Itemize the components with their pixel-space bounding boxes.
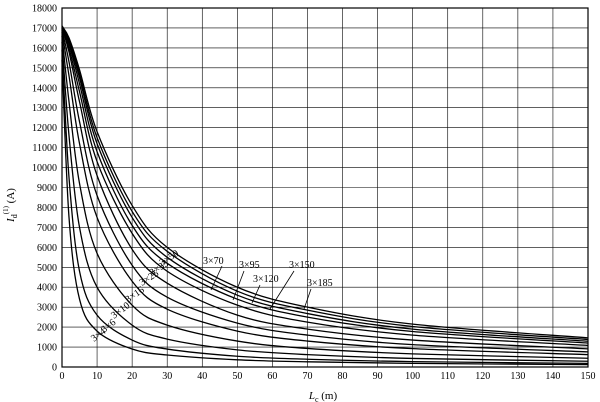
y-tick-label: 4000 bbox=[37, 283, 57, 294]
series-leader-line bbox=[232, 270, 245, 301]
x-tick-label: 80 bbox=[338, 371, 348, 382]
x-tick-label: 130 bbox=[510, 371, 525, 382]
series-label: 3×150 bbox=[289, 260, 315, 271]
x-tick-label: 110 bbox=[440, 371, 455, 382]
y-tick-label: 3000 bbox=[37, 303, 57, 314]
x-tick-label: 10 bbox=[92, 371, 102, 382]
series-label: 3×185 bbox=[307, 278, 333, 289]
x-tick-label: 50 bbox=[232, 371, 242, 382]
y-tick-label: 8000 bbox=[37, 203, 57, 214]
y-tick-label: 12000 bbox=[32, 123, 57, 134]
series-line-7 bbox=[61, 27, 589, 347]
series-leader-line bbox=[303, 288, 312, 310]
series-line-2 bbox=[61, 41, 589, 362]
series-line-0 bbox=[61, 59, 589, 366]
x-tick-label: 120 bbox=[475, 371, 490, 382]
y-tick-label: 11000 bbox=[32, 143, 57, 154]
x-axis-label: Lc (m) bbox=[308, 390, 338, 402]
y-tick-label: 5000 bbox=[37, 263, 57, 274]
y-tick-label: 13000 bbox=[32, 103, 57, 114]
series-leader-line bbox=[251, 284, 261, 304]
y-tick-label: 17000 bbox=[32, 23, 57, 34]
y-axis-label: Id(1) (A) bbox=[2, 188, 19, 223]
series-label: 3×70 bbox=[203, 256, 224, 267]
x-tick-label: 100 bbox=[405, 371, 420, 382]
x-tick-label: 150 bbox=[581, 371, 596, 382]
curves bbox=[61, 25, 589, 366]
series-line-4 bbox=[61, 31, 589, 356]
y-tick-label: 0 bbox=[52, 363, 57, 374]
y-tick-label: 16000 bbox=[32, 43, 57, 54]
y-tick-label: 2000 bbox=[37, 323, 57, 334]
series-label: 3×95 bbox=[239, 260, 260, 271]
x-tick-label: 140 bbox=[545, 371, 560, 382]
series-line-8 bbox=[61, 26, 589, 344]
series-labels: 3×43×63×103×163×253×353×50 3×70 3×953×1203… bbox=[89, 248, 333, 344]
series-leader-line bbox=[269, 270, 295, 310]
x-tick-label: 90 bbox=[373, 371, 383, 382]
x-tick-label: 0 bbox=[60, 371, 65, 382]
series-leader-line bbox=[210, 265, 223, 291]
grid bbox=[61, 7, 589, 368]
y-tick-label: 14000 bbox=[32, 83, 57, 94]
y-tick-label: 15000 bbox=[32, 63, 57, 74]
series-line-11 bbox=[61, 25, 589, 339]
x-tick-label: 30 bbox=[162, 371, 172, 382]
y-tick-label: 6000 bbox=[37, 243, 57, 254]
series-line-5 bbox=[61, 29, 589, 353]
series-line-6 bbox=[61, 27, 589, 350]
plot-frame bbox=[61, 7, 589, 368]
y-tick-label: 1000 bbox=[37, 343, 57, 354]
y-tick-label: 7000 bbox=[37, 223, 57, 234]
x-tick-label: 40 bbox=[197, 371, 207, 382]
x-tick-label: 20 bbox=[127, 371, 137, 382]
y-tick-label: 18000 bbox=[32, 4, 57, 15]
x-tick-label: 70 bbox=[302, 371, 312, 382]
series-line-3 bbox=[61, 35, 589, 359]
series-line-1 bbox=[61, 49, 589, 365]
y-tick-label: 9000 bbox=[37, 183, 57, 194]
y-tick-label: 10000 bbox=[32, 163, 57, 174]
series-line-9 bbox=[61, 26, 589, 342]
x-tick-label: 60 bbox=[267, 371, 277, 382]
series-line-10 bbox=[61, 25, 589, 341]
series-label: 3×120 bbox=[253, 274, 279, 285]
ticks: 0 10 20 30 40 50 60 70 80 90 100 110 120 130 140 150 0 10… bbox=[32, 4, 596, 383]
